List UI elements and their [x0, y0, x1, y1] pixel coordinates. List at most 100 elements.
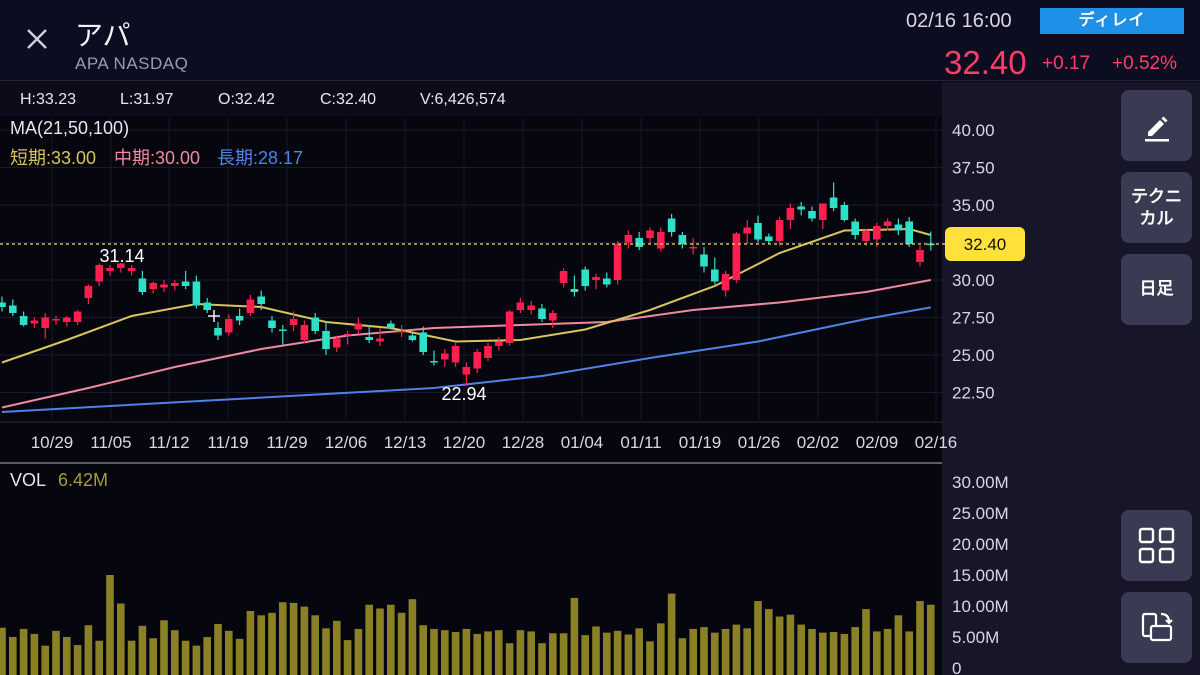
candle-body — [84, 286, 93, 298]
volume-bar — [603, 632, 611, 675]
ohlc-open: O:32.42 — [218, 91, 275, 108]
candle-body — [30, 320, 39, 324]
volume-bar — [106, 575, 114, 675]
volume-bar — [117, 603, 125, 675]
volume-bar — [613, 630, 622, 675]
period-label: 日足 — [1139, 279, 1174, 298]
candle-body — [441, 353, 449, 360]
volume-bar — [624, 634, 633, 675]
candle-body — [203, 302, 211, 310]
candle-body — [829, 197, 838, 208]
volume-bar — [214, 623, 222, 675]
ohlc-high: H:33.23 — [20, 91, 77, 108]
date-axis-label: 01/04 — [561, 433, 604, 452]
candle-body — [343, 334, 352, 336]
technical-button[interactable]: テクニ カル — [1121, 172, 1192, 243]
candle-body — [419, 332, 427, 352]
candle-body — [592, 277, 600, 280]
candle-body — [171, 283, 179, 286]
candle-body — [527, 305, 535, 310]
candle-body — [754, 223, 762, 240]
pencil-icon — [1145, 116, 1169, 142]
volume-bar — [354, 628, 363, 675]
volume-bar — [268, 612, 276, 675]
volume-bar — [30, 633, 39, 675]
volume-current: 6.42M — [58, 470, 108, 490]
rotate-icon — [1141, 612, 1173, 642]
volume-bar — [203, 637, 211, 675]
volume-bar — [311, 615, 319, 675]
header-bar: アパ APA NASDAQ 02/16 16:00 ディレイ 32.40 +0.… — [0, 0, 1200, 81]
volume-bar — [462, 628, 471, 675]
volume-bar — [289, 602, 298, 675]
candle-body — [322, 331, 330, 349]
ohlc-low: L:31.97 — [120, 91, 174, 108]
close-button[interactable] — [22, 24, 52, 54]
candle-body — [905, 221, 913, 244]
candle-body — [495, 341, 503, 346]
volume-bar — [41, 645, 49, 675]
volume-bar — [840, 633, 849, 675]
volume-bar — [52, 630, 60, 675]
volume-bar — [689, 628, 697, 675]
draw-tool-button[interactable] — [1121, 90, 1192, 161]
volume-bar — [527, 631, 535, 675]
date-axis-label: 01/11 — [620, 433, 661, 452]
candle-body — [689, 247, 697, 249]
volume-bar — [819, 632, 827, 675]
current-price-tag — [945, 227, 1025, 261]
axis-panel — [942, 82, 1026, 675]
ma-long-value: 長期:28.17 — [217, 148, 304, 168]
candle-body — [721, 274, 730, 291]
candle-body — [63, 317, 71, 322]
date-axis-label: 11/29 — [266, 433, 307, 452]
volume-bar — [538, 643, 546, 675]
candle-body — [138, 278, 147, 292]
candle-body — [916, 250, 924, 262]
date-axis-label: 12/13 — [384, 433, 427, 452]
volume-axis-label: 10.00M — [952, 597, 1009, 616]
candle-body — [354, 323, 363, 330]
candle-body — [894, 224, 903, 231]
candle-body — [462, 367, 471, 375]
rotate-button[interactable] — [1121, 592, 1192, 663]
layout-button[interactable] — [1121, 510, 1192, 581]
ohlc-bar: H:33.23 L:31.97 O:32.42 C:32.40 V:6,426,… — [0, 82, 942, 116]
volume-bar — [300, 606, 309, 675]
candle-body — [473, 352, 481, 369]
candle-body — [106, 268, 114, 271]
volume-bar — [851, 627, 859, 675]
candle-body — [387, 323, 395, 328]
price-chart-area[interactable] — [0, 82, 942, 462]
candle-body — [538, 308, 546, 319]
date-axis-label: 01/26 — [738, 433, 781, 452]
volume-bar — [635, 628, 643, 675]
candle-body — [95, 265, 103, 282]
ma-mid-line — [1, 279, 931, 409]
price-axis-label: 25.00 — [952, 346, 995, 365]
candle-body — [873, 226, 881, 240]
volume-bar — [916, 601, 924, 675]
price-change: +0.17 — [1042, 53, 1091, 74]
current-price: 32.40 — [944, 44, 1027, 81]
volume-bar — [549, 633, 557, 675]
volume-bar — [387, 604, 395, 675]
candle-body — [117, 263, 125, 268]
period-button[interactable]: 日足 — [1121, 254, 1192, 325]
candle-body — [333, 338, 341, 348]
volume-bar — [397, 612, 406, 675]
candle-body — [505, 311, 514, 343]
candle-body — [214, 328, 222, 336]
volume-bar — [581, 635, 589, 675]
candle-body — [549, 313, 557, 321]
candle-body — [73, 311, 82, 322]
candle-body — [397, 331, 406, 333]
volume-bar — [343, 640, 352, 675]
candle-body — [819, 203, 827, 220]
price-axis-label: 30.00 — [952, 271, 995, 290]
candle-body — [516, 302, 525, 310]
volume-bar — [495, 630, 503, 675]
price-axis-label: 37.50 — [952, 159, 995, 178]
volume-bar — [451, 632, 460, 675]
candle-body — [743, 227, 751, 234]
